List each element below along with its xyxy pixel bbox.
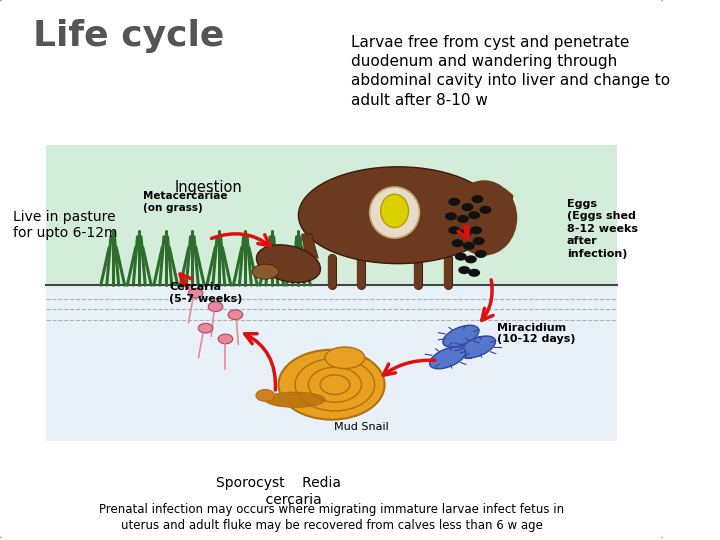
Text: Sporocyst    Redia
       cercaria: Sporocyst Redia cercaria [216, 476, 341, 508]
Text: Mud Snail: Mud Snail [334, 422, 389, 433]
Ellipse shape [256, 389, 274, 401]
FancyArrowPatch shape [245, 334, 276, 390]
Ellipse shape [449, 198, 460, 206]
Ellipse shape [369, 187, 420, 238]
Ellipse shape [451, 239, 464, 247]
Bar [46, 145, 617, 285]
Ellipse shape [198, 323, 213, 333]
Text: Live in pasture
for upto 6-12m: Live in pasture for upto 6-12m [13, 210, 118, 240]
Ellipse shape [474, 250, 487, 258]
Ellipse shape [470, 226, 482, 234]
Ellipse shape [468, 269, 480, 277]
Polygon shape [302, 234, 318, 258]
FancyArrowPatch shape [482, 280, 493, 320]
Text: Miracidium
(10-12 days): Miracidium (10-12 days) [498, 323, 576, 345]
Ellipse shape [218, 334, 233, 344]
Ellipse shape [459, 229, 472, 237]
Text: Cercaria
(5-7 weeks): Cercaria (5-7 weeks) [169, 282, 243, 304]
Ellipse shape [445, 212, 457, 220]
Ellipse shape [463, 242, 474, 250]
Ellipse shape [480, 206, 491, 214]
Ellipse shape [457, 215, 469, 223]
FancyBboxPatch shape [0, 0, 667, 540]
Ellipse shape [265, 392, 325, 407]
Ellipse shape [449, 226, 460, 234]
Ellipse shape [298, 167, 498, 264]
Ellipse shape [462, 203, 474, 211]
Ellipse shape [381, 194, 408, 227]
Ellipse shape [325, 347, 365, 368]
Ellipse shape [458, 266, 470, 274]
Ellipse shape [455, 253, 467, 261]
Bar [46, 285, 617, 441]
Ellipse shape [428, 349, 467, 367]
Ellipse shape [468, 211, 480, 219]
Ellipse shape [189, 288, 203, 298]
Ellipse shape [252, 264, 279, 279]
Ellipse shape [458, 338, 497, 356]
Text: Ingestion: Ingestion [175, 180, 243, 195]
Text: Metacercariae
(on grass): Metacercariae (on grass) [143, 191, 227, 213]
Ellipse shape [473, 237, 485, 245]
FancyArrowPatch shape [458, 226, 468, 239]
Ellipse shape [228, 310, 243, 320]
Ellipse shape [451, 180, 517, 255]
Ellipse shape [441, 327, 480, 346]
Text: Larvae free from cyst and penetrate
duodenum and wandering through
abdominal cav: Larvae free from cyst and penetrate duod… [351, 35, 670, 107]
Ellipse shape [472, 195, 483, 203]
Ellipse shape [465, 255, 477, 264]
Ellipse shape [279, 350, 384, 420]
Ellipse shape [256, 245, 320, 282]
Ellipse shape [208, 302, 222, 312]
Text: Life cycle: Life cycle [33, 19, 225, 53]
FancyArrowPatch shape [212, 234, 270, 246]
FancyArrowPatch shape [383, 360, 435, 375]
Text: Prenatal infection may occurs where migrating immature larvae infect fetus in
ut: Prenatal infection may occurs where migr… [99, 503, 564, 532]
Text: Eggs
(Eggs shed
8-12 weeks
after
infection): Eggs (Eggs shed 8-12 weeks after infecti… [567, 199, 638, 259]
FancyArrowPatch shape [180, 274, 192, 288]
